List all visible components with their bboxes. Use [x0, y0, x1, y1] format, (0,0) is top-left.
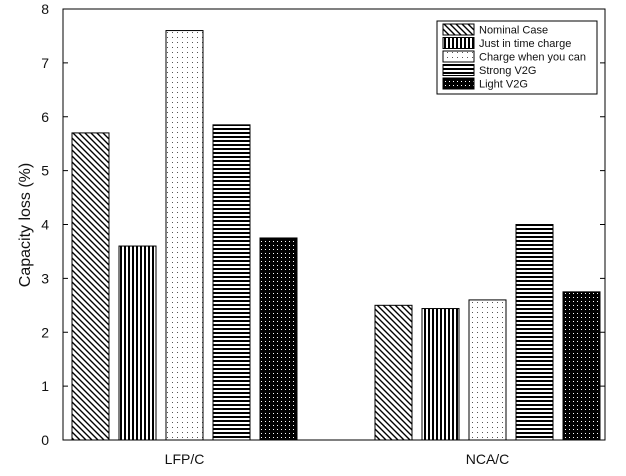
bar-lfp-c-series-0: [71, 132, 110, 441]
x-tick-label: NCA/C: [466, 451, 510, 467]
legend-swatch: [442, 50, 475, 63]
bar-nca-c-series-2: [468, 299, 507, 441]
legend-swatch: [442, 77, 475, 90]
x-tick-label: LFP/C: [165, 451, 205, 467]
legend-label: Just in time charge: [479, 38, 571, 50]
bar-lfp-c-series-1: [118, 245, 157, 441]
y-tick-label: 5: [41, 163, 49, 179]
y-tick-label: 8: [41, 1, 49, 17]
legend-swatch: [442, 64, 475, 76]
y-tick-label: 4: [41, 217, 49, 233]
bar-nca-c-series-0: [374, 304, 413, 441]
legend-label: Light V2G: [479, 79, 528, 91]
x-axis-tick-labels: LFP/C NCA/C: [165, 451, 510, 467]
bar-lfp-c-series-4: [259, 237, 298, 441]
bar-lfp-c-series-3: [212, 124, 251, 441]
legend-swatch: [442, 37, 475, 49]
y-tick-label: 2: [41, 324, 49, 340]
legend-label: Nominal Case: [479, 25, 548, 37]
legend-label: Strong V2G: [479, 65, 536, 77]
legend-swatch: [442, 23, 475, 36]
y-axis-label: Capacity loss (%): [17, 163, 34, 287]
bars: [71, 30, 601, 441]
bar-nca-c-series-1: [421, 308, 460, 441]
bar-lfp-c-series-2: [165, 30, 204, 441]
legend-label: Charge when you can: [479, 52, 586, 64]
y-tick-label: 1: [41, 378, 49, 394]
y-tick-label: 6: [41, 109, 49, 125]
y-tick-label: 7: [41, 55, 49, 71]
y-axis-ticks: 0 1 2 3 4 5 6 7 8: [41, 1, 605, 448]
bar-nca-c-series-3: [515, 224, 554, 441]
bar-nca-c-series-4: [562, 291, 601, 441]
y-tick-label: 0: [41, 432, 49, 448]
y-tick-label: 3: [41, 270, 49, 286]
